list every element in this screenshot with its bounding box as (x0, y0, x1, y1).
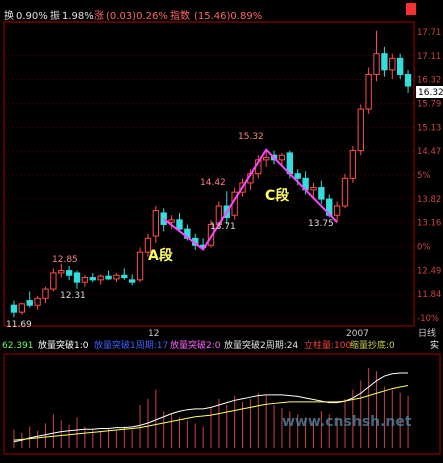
indicator-item-4: 放量突破2周期:24 (224, 339, 298, 351)
index-label: 指数 (170, 9, 190, 22)
y-tick-label: -10% (417, 314, 439, 324)
y-tick-label: 15.13 (417, 123, 441, 133)
candle-body (81, 277, 89, 283)
price-label-12-85: 12.85 (52, 255, 78, 265)
indicator-item-6: 缩量抄底:0 (350, 339, 395, 351)
indicator-item-3: 放量突破2:0 (170, 339, 221, 351)
candle-body (389, 57, 396, 71)
candle-body (341, 177, 349, 207)
change-label: 涨 (94, 10, 104, 22)
y-tick-label: 0% (417, 243, 431, 253)
candle-body (144, 237, 152, 253)
price-label-15-32: 15.32 (238, 132, 264, 142)
candle-body (97, 275, 104, 281)
x-label-12: 12 (148, 329, 159, 339)
candle-body (160, 212, 167, 225)
y-tick-label: 14.47 (417, 147, 441, 157)
candle-body (113, 274, 120, 280)
y-axis-labels: 17.71 17.11 16.32 15.79 15.13 14.47 5% 13.82 13.… (417, 28, 441, 324)
y-tick-label: 5% (417, 171, 431, 181)
candle-body (18, 303, 26, 313)
candle-body (89, 277, 96, 281)
indicator-item-5: 立柱量:100 (304, 339, 351, 351)
indicator-item-1: 放量突破1:0 (38, 339, 89, 351)
long-average-line (13, 384, 409, 441)
candle-body (136, 251, 144, 281)
candle-body (26, 300, 33, 306)
price-frame (3, 21, 415, 327)
indicator-frame (3, 353, 441, 455)
watermark: www.cnshsh.net (282, 414, 412, 430)
price-label-13-71: 13.71 (210, 222, 236, 232)
candle-body (294, 173, 301, 179)
candle-body (168, 219, 175, 223)
candle-body (207, 223, 215, 246)
candle-body (310, 187, 317, 191)
candle-body (333, 205, 341, 216)
candle-body (34, 297, 41, 306)
amplitude-label: 振 (50, 9, 60, 22)
y-tick-label: 13.82 (417, 195, 441, 205)
price-label-11-69: 11.69 (6, 320, 32, 330)
price-label-12-31: 12.31 (60, 291, 86, 301)
candle-body (396, 57, 404, 75)
turnover-value: 0.90% (16, 11, 48, 22)
candle-body (50, 272, 57, 290)
candle-body (278, 154, 286, 161)
candle-body (349, 150, 357, 179)
candle-body (373, 53, 380, 75)
candle-body (128, 279, 136, 283)
indicator-panel (3, 353, 441, 455)
y-tick-label: 15.79 (417, 100, 441, 110)
change-value: (0.03)0.26% (106, 11, 168, 22)
candle-body (381, 53, 388, 71)
alert-marker-icon (406, 3, 416, 15)
x-label-2007: 2007 (346, 329, 369, 339)
candle-body (262, 157, 270, 161)
candle-body (318, 187, 325, 200)
candle-body (10, 304, 18, 313)
price-grid (3, 21, 415, 327)
y-tick-label: 17.11 (417, 52, 441, 62)
candle-body (404, 73, 412, 87)
index-value: (15.46)0.89% (194, 11, 262, 22)
timeframe-label: 日线 (418, 327, 436, 339)
indicator-item-2: 放量突破1周期:17 (94, 339, 168, 351)
candle-body (357, 108, 364, 152)
zigzag-line (163, 148, 338, 251)
candle-body (152, 210, 160, 237)
y-tick-label: 13.16 (417, 219, 441, 229)
candle-body (65, 270, 73, 276)
turnover-label: 换 (4, 9, 14, 22)
zigzag-layer (163, 148, 338, 251)
y-tick-label: 17.71 (417, 28, 441, 38)
indicator-item-7: 实 (430, 339, 439, 351)
price-label-13-75: 13.75 (308, 219, 334, 229)
y-tick-label: 12.49 (417, 266, 441, 276)
y-tick-label: 11.84 (417, 290, 441, 300)
segment-a-label: A段 (148, 247, 173, 264)
amplitude-value: 1.98% (62, 11, 94, 22)
candle-body (58, 270, 65, 274)
indicator-value: 62.391 (2, 341, 34, 351)
price-label-14-42: 14.42 (200, 178, 226, 188)
price-tag-bg (416, 86, 443, 98)
candle-body (42, 288, 49, 299)
price-tag: 16.32 (418, 88, 443, 98)
candles-layer (10, 30, 412, 318)
y-tick-label: 16.32 (417, 76, 441, 86)
candle-body (105, 275, 112, 280)
candle-body (73, 272, 81, 283)
segment-c-label: C段 (265, 187, 289, 204)
candle-body (121, 274, 128, 279)
candle-body (176, 219, 183, 230)
candle-body (365, 73, 372, 110)
